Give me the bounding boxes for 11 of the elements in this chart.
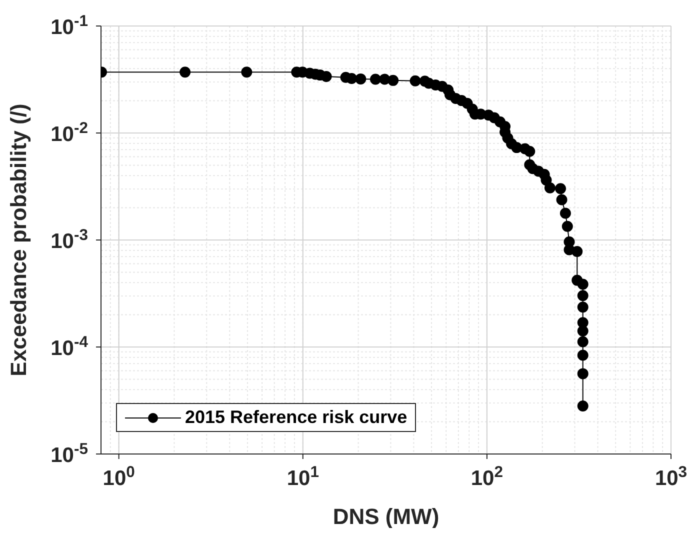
y-tick-label: 10$^{-1}$ xyxy=(50,12,88,39)
x-tick-label: 10$^{3}$ xyxy=(654,464,687,490)
y-axis-title: Exceedance probability (/) xyxy=(6,104,31,376)
y-tick-label: 10$^{-4}$ xyxy=(50,334,88,360)
x-tick-label: 10$^{2}$ xyxy=(470,464,504,490)
y-tick-label: 10$^{-5}$ xyxy=(50,440,88,467)
y-tick-label: 10$^{-3}$ xyxy=(50,226,88,253)
legend-label: 2015 Reference risk curve xyxy=(185,407,408,428)
x-tick-label: 10$^{1}$ xyxy=(286,464,320,490)
x-tick-label: 10$^{0}$ xyxy=(102,464,136,490)
y-tick-label: 10$^{-2}$ xyxy=(50,120,88,146)
